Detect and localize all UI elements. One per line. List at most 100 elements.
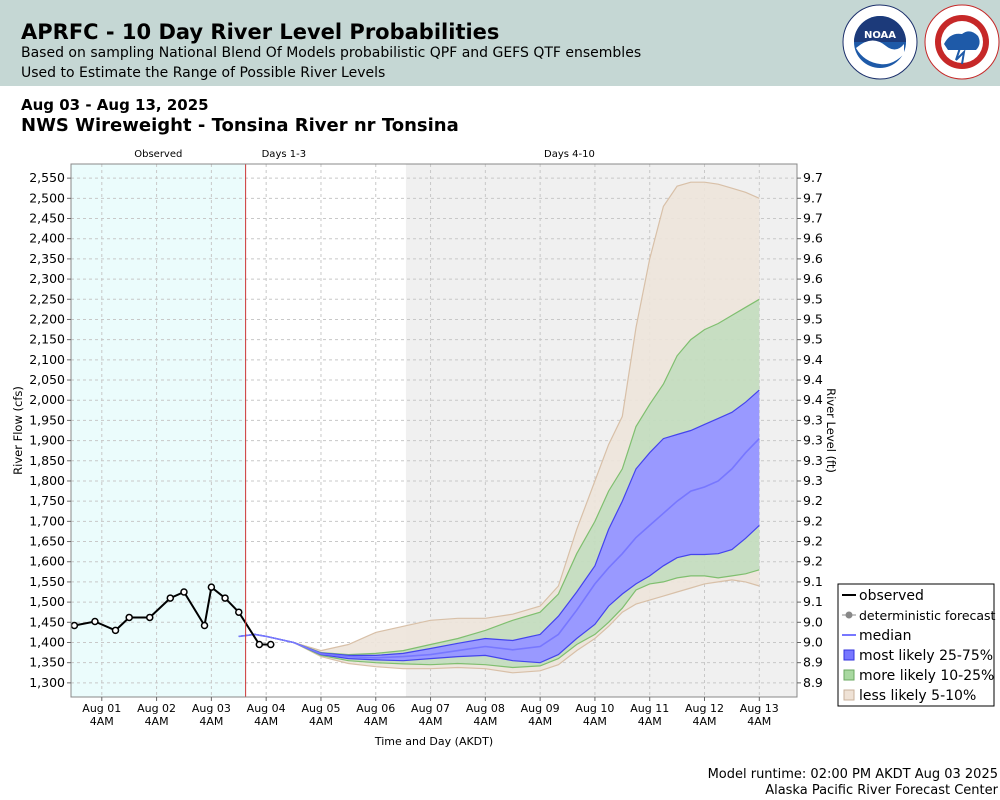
y-tick-label-right: 8.9: [803, 655, 823, 670]
percentile-25-line: [238, 524, 760, 664]
legend-label: less likely 5-10%: [859, 688, 976, 704]
x-tick-label-time: 4AM: [638, 715, 662, 728]
percentile-05-line: [238, 579, 760, 674]
station-name: NWS Wireweight - Tonsina River nr Tonsin…: [21, 115, 459, 136]
y-tick-label-left: 1,400: [29, 634, 65, 649]
legend-label: observed: [859, 588, 924, 604]
y-tick-label-right: 9.3: [803, 453, 823, 468]
observed-point: [166, 594, 175, 602]
y-tick-label-right: 9.6: [803, 271, 823, 286]
y-tick-label-left: 1,950: [29, 412, 65, 427]
y-axis-label-left: River Flow (cfs): [11, 386, 25, 475]
x-tick-label-day: Aug 13: [740, 702, 779, 715]
legend-label: most likely 25-75%: [859, 648, 993, 664]
legend-box: [837, 583, 995, 707]
x-tick-label-day: Aug 08: [466, 702, 505, 715]
x-tick-label-time: 4AM: [419, 715, 443, 728]
y-tick-label-right: 9.5: [803, 291, 823, 306]
y-tick-label-left: 2,000: [29, 392, 65, 407]
y-tick-label-left: 1,750: [29, 493, 65, 508]
y-tick-label-right: 9.7: [803, 211, 823, 226]
x-tick-label-day: Aug 05: [301, 702, 340, 715]
x-tick-label-time: 4AM: [693, 715, 717, 728]
x-tick-label-day: Aug 06: [356, 702, 395, 715]
forecast-center: Alaska Pacific River Forecast Center: [765, 783, 998, 798]
y-tick-label-left: 1,450: [29, 614, 65, 629]
region-label-days-1-3: Days 1-3: [262, 149, 306, 160]
y-tick-label-left: 1,350: [29, 655, 65, 670]
x-tick-label-day: Aug 11: [630, 702, 669, 715]
y-tick-label-left: 2,450: [29, 211, 65, 226]
observed-point: [70, 621, 79, 630]
y-tick-label-left: 1,650: [29, 534, 65, 549]
y-tick-label-left: 2,050: [29, 372, 65, 387]
y-tick-label-left: 1,800: [29, 473, 65, 488]
median-line: [238, 438, 760, 659]
x-tick-label-time: 4AM: [583, 715, 607, 728]
band-less-likely-upper: [238, 182, 760, 655]
observed-point: [221, 594, 229, 602]
legend-label: more likely 10-25%: [859, 668, 994, 684]
y-tick-label-right: 8.9: [803, 675, 823, 690]
y-tick-label-left: 2,150: [29, 332, 65, 347]
y-tick-label-left: 1,600: [29, 554, 65, 569]
y-axis-label-right: River Level (ft): [824, 388, 838, 473]
observed-point: [145, 613, 154, 622]
y-tick-label-left: 2,200: [29, 311, 65, 326]
observed-point: [200, 621, 209, 630]
y-tick-label-left: 1,500: [29, 594, 65, 609]
observed-point: [125, 613, 133, 622]
observed-point: [207, 583, 216, 591]
svg-text:NOAA: NOAA: [864, 30, 896, 41]
x-axis-label: Time and Day (AKDT): [374, 735, 493, 748]
page-subtitle-2: Used to Estimate the Range of Possible R…: [21, 65, 386, 81]
y-tick-label-right: 9.2: [803, 513, 823, 528]
y-tick-label-right: 9.3: [803, 473, 823, 488]
model-runtime: Model runtime: 02:00 PM AKDT Aug 03 2025: [707, 767, 998, 782]
x-tick-label-day: Aug 09: [521, 702, 560, 715]
y-tick-label-right: 9.3: [803, 412, 823, 427]
y-tick-label-right: 9.6: [803, 251, 823, 266]
percentile-75-line: [238, 389, 760, 657]
x-tick-label-time: 4AM: [90, 715, 114, 728]
x-tick-label-day: Aug 02: [137, 702, 176, 715]
header-banner: APRFC - 10 Day River Level Probabilities…: [0, 0, 1000, 86]
observed-point: [111, 626, 120, 635]
y-tick-label-right: 9.1: [803, 594, 823, 609]
observed-point: [91, 617, 99, 626]
y-tick-label-left: 2,300: [29, 271, 65, 286]
y-tick-label-right: 9.0: [803, 634, 823, 649]
y-tick-label-right: 9.3: [803, 433, 823, 448]
x-tick-label-day: Aug 10: [575, 702, 614, 715]
legend-swatch-dot: [845, 611, 853, 619]
y-tick-label-left: 2,350: [29, 251, 65, 266]
nws-logo: [924, 4, 1000, 80]
y-tick-label-right: 9.5: [803, 311, 823, 326]
y-tick-label-right: 9.4: [803, 392, 823, 407]
page-title: APRFC - 10 Day River Level Probabilities: [21, 20, 500, 44]
y-tick-label-left: 1,850: [29, 453, 65, 468]
percentile-95-line: [238, 181, 760, 652]
percentile-10-line: [238, 569, 760, 669]
plot-border: [70, 163, 798, 698]
y-tick-label-left: 2,400: [29, 231, 65, 246]
page-subtitle: Based on sampling National Blend Of Mode…: [21, 45, 642, 61]
legend-label: deterministic forecast: [859, 608, 996, 623]
x-tick-label-day: Aug 04: [247, 702, 286, 715]
region-label-observed: Observed: [134, 149, 182, 160]
x-tick-label-day: Aug 07: [411, 702, 450, 715]
y-tick-label-right: 9.4: [803, 352, 823, 367]
y-tick-label-right: 9.5: [803, 332, 823, 347]
x-tick-label-time: 4AM: [364, 715, 388, 728]
x-tick-label-day: Aug 01: [82, 702, 121, 715]
legend-swatch: [843, 649, 855, 661]
y-tick-label-left: 1,900: [29, 433, 65, 448]
noaa-logo: NOAA: [842, 4, 918, 80]
x-tick-label-time: 4AM: [747, 715, 771, 728]
legend-label: median: [859, 628, 911, 644]
observed-point: [255, 640, 264, 649]
observed-point: [266, 640, 275, 649]
x-tick-label-time: 4AM: [309, 715, 333, 728]
y-tick-label-left: 2,100: [29, 352, 65, 367]
